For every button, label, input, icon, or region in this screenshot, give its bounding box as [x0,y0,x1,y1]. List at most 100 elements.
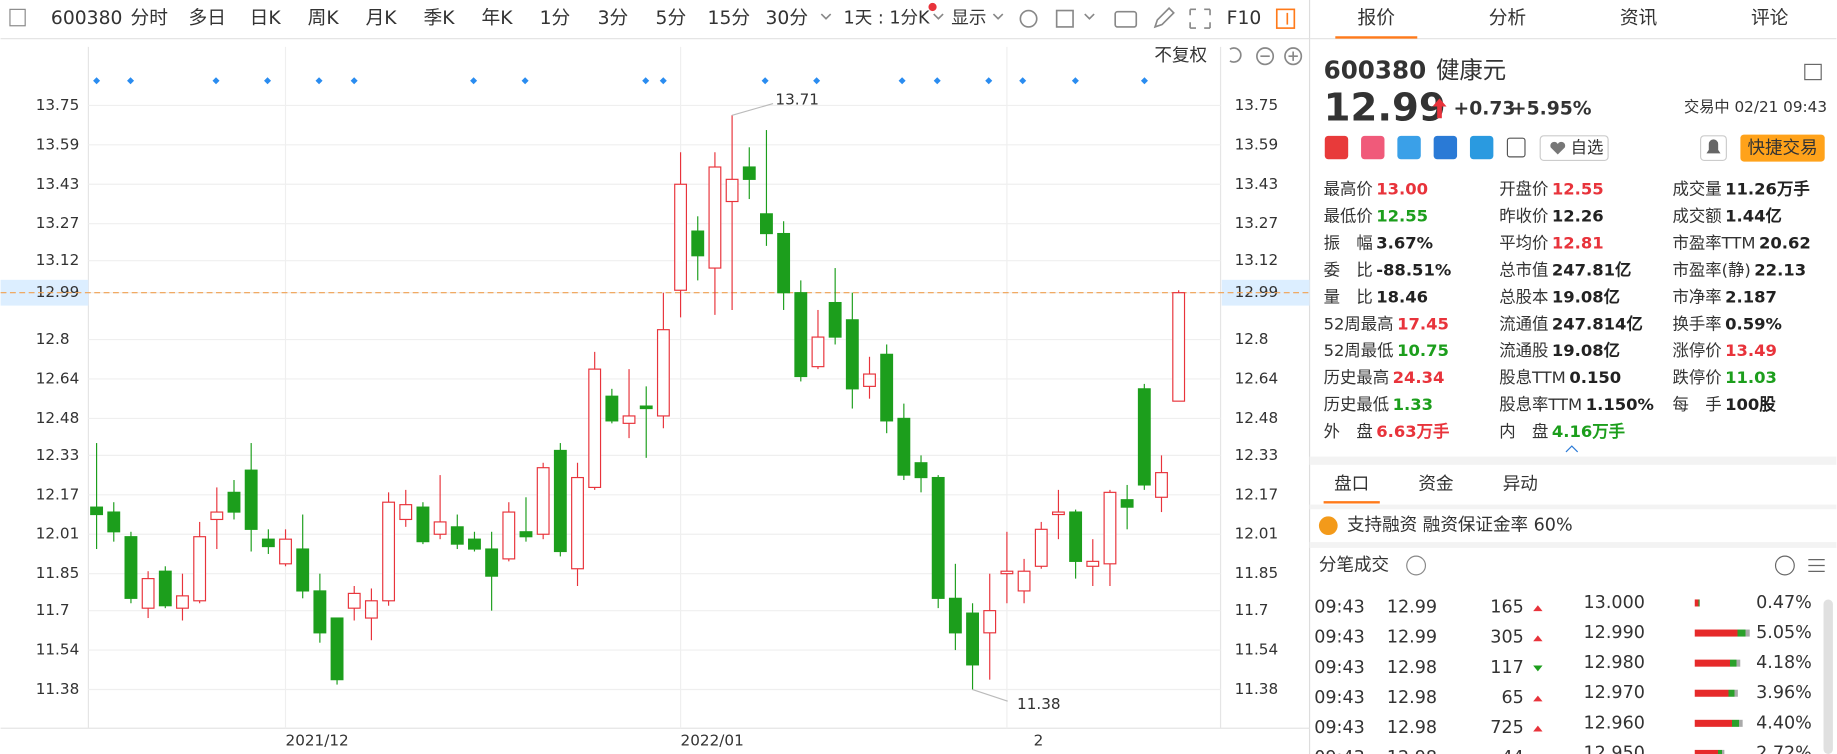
pencil-icon[interactable] [1153,7,1175,29]
candle-body [193,536,207,602]
y-tick-label: 11.7 [36,601,70,619]
icon[interactable] [1506,137,1526,158]
stat-label: 52周最低 [1324,341,1394,360]
camera-icon[interactable] [1114,10,1138,28]
period-tab[interactable]: 分时 [131,8,168,29]
stat: 流通股 19.08亿 [1499,341,1620,360]
stat: 委 比 -88.51% [1324,260,1452,279]
more-icon[interactable] [1774,555,1795,576]
panel-icon[interactable] [1275,8,1296,29]
candle-body [1137,388,1151,486]
sidebar-icon[interactable] [9,8,26,27]
candle-body [124,536,138,599]
expand-icon[interactable] [1189,8,1211,29]
period-tab[interactable]: 多日 [189,8,226,29]
trade-volume: 65 [1501,688,1523,708]
panel-tab[interactable]: 评论 [1751,8,1789,29]
period-tab[interactable]: 日K [250,8,282,29]
zoom-out-icon[interactable] [1256,47,1275,66]
event-marker[interactable] [93,77,1148,85]
watch-button[interactable] [1539,135,1609,161]
candle-body [1120,499,1134,508]
period-tab[interactable]: 5分 [656,8,687,29]
stat-label: 股息率TTM [1499,395,1582,414]
quick-trade[interactable]: 快捷交易 [1747,139,1817,159]
undo-icon[interactable] [1229,47,1242,63]
stat-value: 2.187 [1725,287,1777,306]
y2-tick-label: 13.43 [1235,175,1279,193]
candle-body [880,353,894,422]
panel-tab[interactable]: 资讯 [1620,8,1658,29]
candle-body [553,449,567,553]
y-tick-label: 11.54 [36,641,80,659]
scrollbar[interactable] [1823,599,1833,754]
trade-volume: 725 [1490,718,1524,738]
candle-body [330,617,344,681]
y-tick-label: 13.12 [36,251,80,269]
candle-body [708,166,722,269]
y-tick-label: 13.59 [36,135,80,153]
sub-tab[interactable]: 盘口 [1334,475,1369,495]
display-select[interactable]: 显示 [951,9,986,29]
bell-button[interactable] [1700,135,1727,161]
candlestick-chart: 13.75 13.75 13.59 13.59 13.43 13.43 13.27 13.27… [0,46,1310,750]
book-pct: 3.96% [1756,683,1812,703]
f10-button[interactable]: F10 [1227,8,1262,29]
y-tick-label: 12.17 [36,485,80,503]
stat: 跌停价 11.03 [1673,368,1777,387]
max-annotation: 13.71 [775,91,819,109]
period-tab[interactable]: 3分 [598,8,629,29]
stat-label: 最低价 [1324,206,1373,225]
period-select[interactable]: 1天 : 1分K [844,9,930,29]
period-tab[interactable]: 周K [308,8,340,29]
stat: 每 手 100股 [1673,395,1777,414]
candle-body [931,476,945,599]
panel-tab[interactable]: 报价 [1358,8,1396,29]
stat-label: 成交额 [1673,206,1722,225]
candle-body [416,506,430,543]
candle-body [571,476,584,570]
stat-value: 0.150 [1569,368,1621,387]
stat-value: 4.16万手 [1552,422,1625,441]
stat-value: 12.55 [1552,179,1604,198]
stat-label: 市盈率(静) [1673,260,1751,279]
y2-tick-label: 13.12 [1235,251,1279,269]
icon[interactable] [1469,135,1494,160]
stat: 昨收价 12.26 [1499,206,1603,225]
adjust-button[interactable]: 不复权 [1154,46,1207,66]
icon[interactable] [1433,135,1458,160]
icon[interactable] [1324,135,1349,160]
candle-body [1000,570,1014,575]
stat-label: 历史最低 [1324,395,1390,414]
period-tab[interactable]: 1分 [540,8,571,29]
candle-body [1172,292,1186,402]
book-bar [1694,719,1743,727]
stat: 总市值 247.81亿 [1499,260,1631,279]
collapse-icon[interactable] [1804,63,1822,81]
sub-tab[interactable]: 资金 [1418,475,1454,495]
y2-tick-label: 12.64 [1235,369,1279,387]
sub-tab[interactable]: 异动 [1503,475,1538,495]
candle-body [622,415,636,424]
period-tab[interactable]: 季K [424,8,456,29]
icon[interactable] [1397,135,1421,160]
period-tab[interactable]: 30分 [766,8,809,29]
period-tab[interactable]: 15分 [708,8,751,29]
period-tab[interactable]: 年K [482,8,514,29]
gear-icon[interactable] [1019,9,1038,28]
help-icon[interactable] [1406,555,1427,576]
trade-button[interactable] [1740,134,1825,162]
zoom-in-icon[interactable] [1284,47,1303,66]
icon[interactable] [1361,135,1385,160]
panel-tab[interactable]: 分析 [1489,8,1526,29]
trade-direction [1533,605,1543,612]
stat: 股息率TTM 1.150% [1499,395,1654,414]
x-tick-label: 2021/12 [286,732,349,750]
quote-code: 600380 [1324,55,1427,84]
stat-value: 20.62 [1759,233,1811,252]
box-icon[interactable] [1055,9,1074,28]
period-tab[interactable]: 月K [366,8,398,29]
list-icon[interactable] [1808,559,1825,572]
quote-status: 交易中 02/21 09:43 [1684,98,1827,116]
